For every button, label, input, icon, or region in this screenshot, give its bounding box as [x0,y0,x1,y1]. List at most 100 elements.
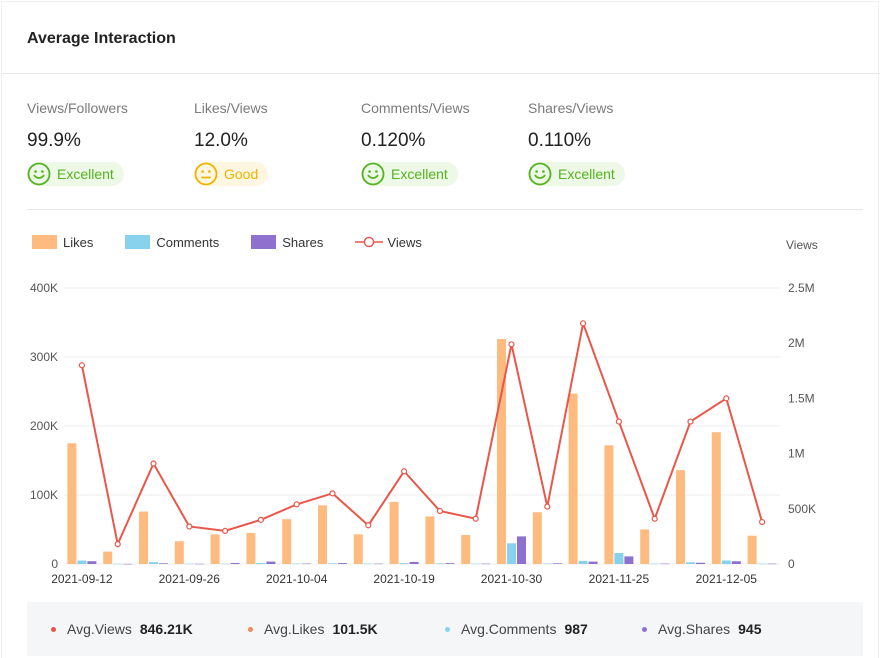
shares-bar [302,563,312,565]
comments-bar [363,563,373,565]
comments-bar [184,563,194,565]
comments-bar [471,563,481,565]
views-point [758,518,766,526]
smile-icon [27,162,51,186]
shares-bar [445,563,455,564]
views-point [257,516,264,523]
views-point [687,418,694,425]
legend-comments[interactable]: Comments [125,235,219,250]
metric-value: 0.120% [361,130,426,151]
likes-bar [640,529,650,564]
legend-label: Shares [282,234,324,250]
legend-swatch-likes [32,235,57,249]
comments-bar [328,563,337,564]
rating-badge: Excellent [361,162,458,186]
legend-likes[interactable]: Likes [32,235,93,250]
metric-value: 99.9% [27,130,81,151]
likes-bar [282,519,292,564]
comments-bar [435,563,445,564]
likes-bar [532,512,542,564]
summary-dot [642,626,647,632]
rating-badge: Excellent [27,162,124,186]
neutral-face-icon [194,162,218,186]
card-title: Average Interaction [27,30,176,47]
shares-bar [660,563,670,565]
likes-bar [353,534,363,564]
shares-bar [409,561,419,564]
shares-bar [624,556,634,564]
views-point [579,320,587,327]
shares-bar [373,563,383,565]
summary-avg-views: Avg.Views 846.21K [51,621,193,637]
metric-value: 12.0% [194,130,248,151]
likes-bar [318,505,327,564]
summary-label: Avg.Views [67,621,132,637]
views-point [150,460,157,467]
comments-bar [686,562,695,564]
comments-bar [507,543,516,564]
rating-badge: Excellent [528,162,625,186]
summary-label: Avg.Comments [461,621,557,637]
legend-swatch-views [355,236,384,248]
views-point [615,418,623,425]
metric-comments-views: Comments/Views 0.120% Excellent [361,100,521,191]
views-point [723,395,730,402]
comments-bar [292,563,302,565]
legend-label: Comments [156,234,220,250]
likes-bar [246,532,256,564]
x-tick-label: 2021-10-04 [266,572,328,586]
likes-bar [604,445,614,564]
shares-bar [552,563,562,564]
likes-bar [103,551,113,564]
views-point [114,541,121,548]
y-right-tick-label: 2M [788,336,805,350]
metric-label: Views/Followers [27,100,128,116]
shares-bar [159,563,168,564]
summary-value: 945 [738,621,762,637]
summary-bar: Avg.Views 846.21K Avg.Likes 101.5K Avg.C… [27,602,863,656]
smile-icon [361,162,385,186]
comments-bar [614,552,624,564]
views-line [80,319,764,548]
rating-badge: Good [194,162,269,186]
y-left-tick-label: 300K [30,350,58,364]
likes-bar [174,541,184,564]
legend-shares[interactable]: Shares [251,235,323,250]
views-point [472,515,479,522]
y-left-tick-label: 0 [51,557,58,571]
metric-label: Likes/Views [194,100,268,116]
summary-value: 987 [564,621,588,637]
metric-label: Shares/Views [528,100,614,116]
likes-bar [568,393,578,564]
shares-bar [87,561,97,564]
views-point [222,527,229,534]
shares-bar [230,562,240,564]
shares-bar [266,561,276,564]
summary-dot [445,626,450,632]
metric-value: 0.110% [528,130,592,151]
y-left-tick-label: 200K [30,419,58,433]
y-right-tick-label: 0 [788,557,795,571]
summary-avg-shares: Avg.Shares 945 [642,621,761,637]
views-point [401,468,408,475]
metric-likes-views: Likes/Views 12.0% Good [194,100,354,191]
rating-text: Good [224,166,259,182]
views-point [651,515,658,522]
x-tick-label: 2021-10-19 [373,572,435,586]
comments-bar [220,563,230,565]
x-tick-label: 2021-10-30 [481,572,543,586]
chart-legend: Likes Comments Shares Views [32,232,454,252]
summary-label: Avg.Shares [658,621,731,637]
y-right-tick-label: 500K [788,502,816,516]
legend-swatch-comments [125,235,151,249]
legend-views[interactable]: Views [355,235,422,250]
comments-bar [77,560,87,564]
summary-label: Avg.Likes [264,621,325,637]
shares-bar [767,563,777,565]
section-divider [27,209,863,210]
y-right-axis-title: Views [786,238,818,252]
shares-bar [731,561,741,564]
comments-bar [256,562,266,564]
metric-views-followers: Views/Followers 99.9% Excellent [27,100,187,191]
